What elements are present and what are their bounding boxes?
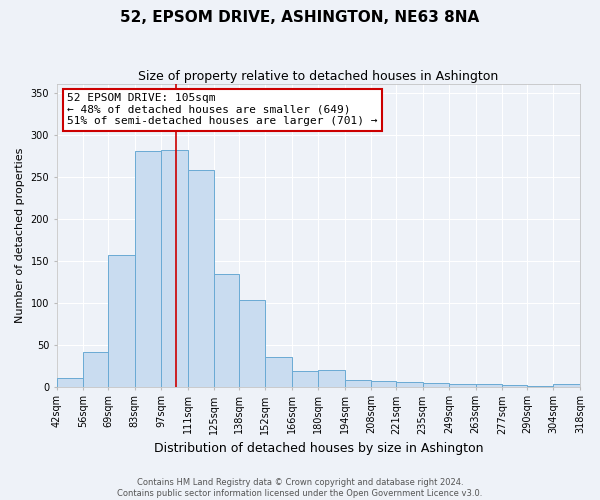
Bar [161,150,188,386]
Bar [319,370,345,386]
Bar [265,357,292,386]
Bar [239,300,265,386]
Bar [83,352,108,386]
Bar [502,385,527,386]
Title: Size of property relative to detached houses in Ashington: Size of property relative to detached ho… [138,70,499,83]
X-axis label: Distribution of detached houses by size in Ashington: Distribution of detached houses by size … [154,442,483,455]
Text: 52 EPSOM DRIVE: 105sqm
← 48% of detached houses are smaller (649)
51% of semi-de: 52 EPSOM DRIVE: 105sqm ← 48% of detached… [67,93,378,126]
Bar [396,382,422,386]
Bar [476,384,502,386]
Bar [553,384,580,386]
Bar [371,382,396,386]
Bar [345,380,371,386]
Bar [134,150,161,386]
Bar [188,170,214,386]
Bar [449,384,476,386]
Bar [108,254,134,386]
Bar [292,372,319,386]
Bar [57,378,83,386]
Y-axis label: Number of detached properties: Number of detached properties [15,148,25,323]
Bar [214,274,239,386]
Text: Contains HM Land Registry data © Crown copyright and database right 2024.
Contai: Contains HM Land Registry data © Crown c… [118,478,482,498]
Text: 52, EPSOM DRIVE, ASHINGTON, NE63 8NA: 52, EPSOM DRIVE, ASHINGTON, NE63 8NA [121,10,479,25]
Bar [422,383,449,386]
